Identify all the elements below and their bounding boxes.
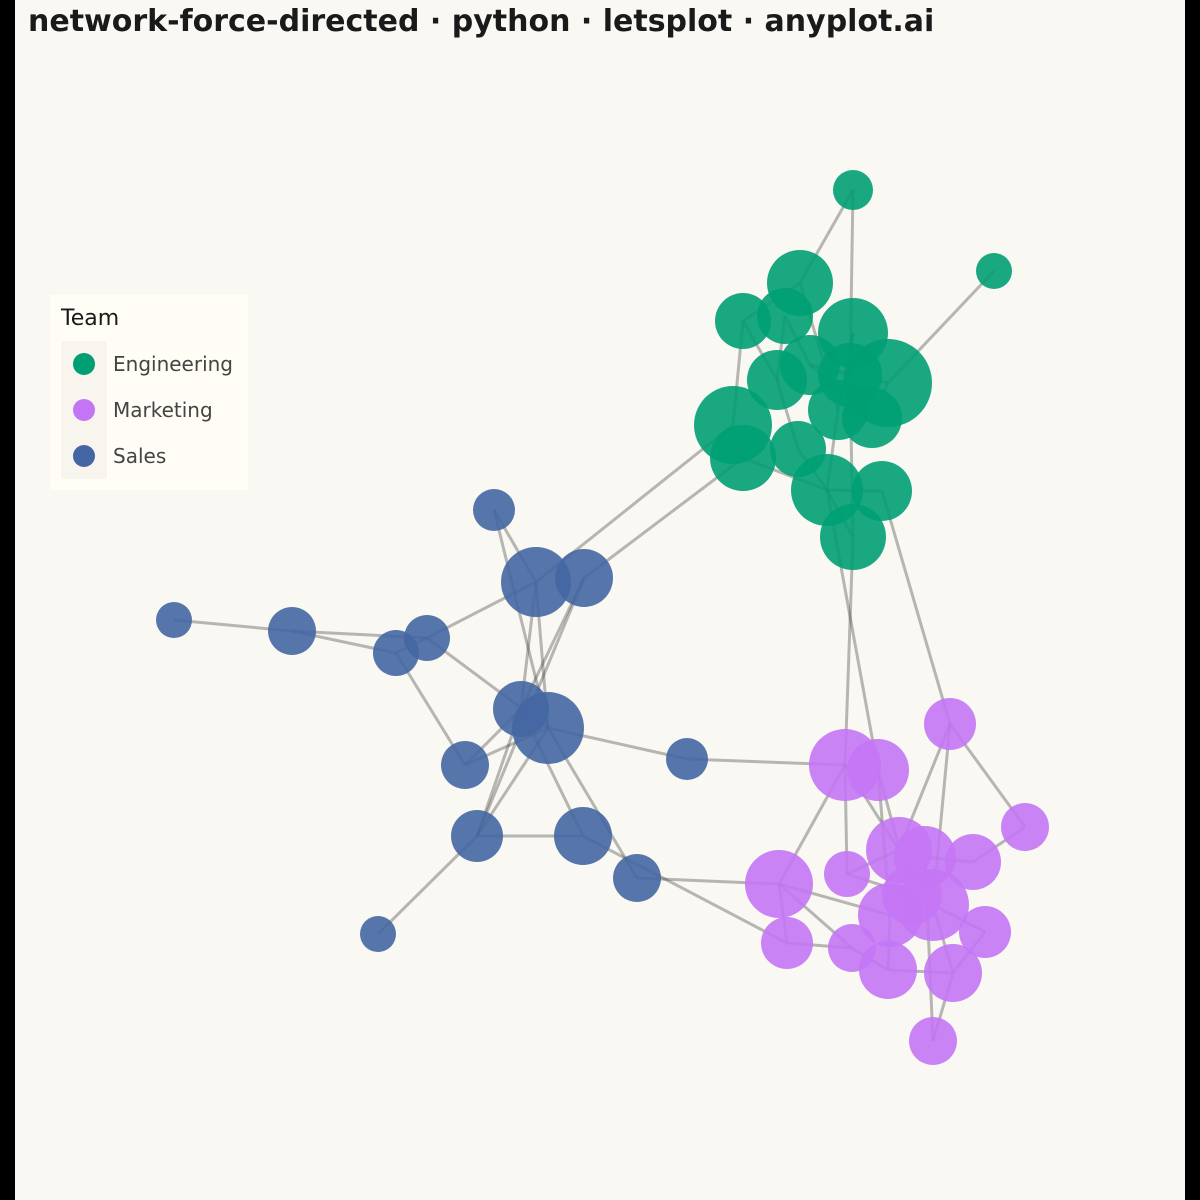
node bbox=[710, 425, 776, 491]
nodes bbox=[156, 170, 1049, 1065]
node bbox=[555, 549, 613, 607]
edge bbox=[582, 834, 788, 945]
node bbox=[976, 253, 1012, 289]
node bbox=[761, 917, 813, 969]
node bbox=[959, 906, 1011, 958]
node bbox=[858, 883, 922, 947]
node bbox=[715, 293, 771, 349]
node bbox=[451, 810, 503, 862]
node bbox=[909, 1017, 957, 1065]
legend-marker bbox=[73, 445, 95, 467]
node bbox=[268, 607, 316, 655]
node bbox=[666, 738, 708, 780]
node bbox=[924, 944, 982, 1002]
node bbox=[847, 739, 909, 801]
legend-label: Marketing bbox=[113, 398, 213, 422]
node bbox=[554, 807, 612, 865]
node bbox=[824, 851, 870, 897]
node bbox=[613, 854, 661, 902]
node bbox=[501, 547, 571, 617]
edge bbox=[880, 490, 952, 725]
node bbox=[820, 504, 886, 570]
node bbox=[842, 388, 902, 448]
node bbox=[512, 692, 584, 764]
node bbox=[833, 170, 873, 210]
edge bbox=[843, 536, 855, 766]
node bbox=[852, 461, 912, 521]
node bbox=[373, 630, 419, 676]
node bbox=[747, 350, 807, 410]
node bbox=[859, 941, 917, 999]
node bbox=[360, 916, 396, 952]
legend-marker bbox=[73, 399, 95, 421]
node bbox=[156, 602, 192, 638]
node bbox=[441, 741, 489, 789]
edge bbox=[583, 456, 744, 580]
node bbox=[1001, 803, 1049, 851]
node bbox=[924, 698, 976, 750]
legend: Team Engineering Marketing Sales bbox=[50, 295, 248, 490]
legend-label: Engineering bbox=[113, 352, 233, 376]
chart-title: network-force-directed · python · letspl… bbox=[28, 4, 934, 39]
legend-title: Team bbox=[60, 306, 119, 331]
legend-label: Sales bbox=[113, 444, 166, 468]
legend-marker bbox=[73, 353, 95, 375]
node bbox=[945, 834, 1001, 890]
node bbox=[745, 850, 813, 918]
node bbox=[473, 489, 515, 531]
node bbox=[757, 288, 813, 344]
